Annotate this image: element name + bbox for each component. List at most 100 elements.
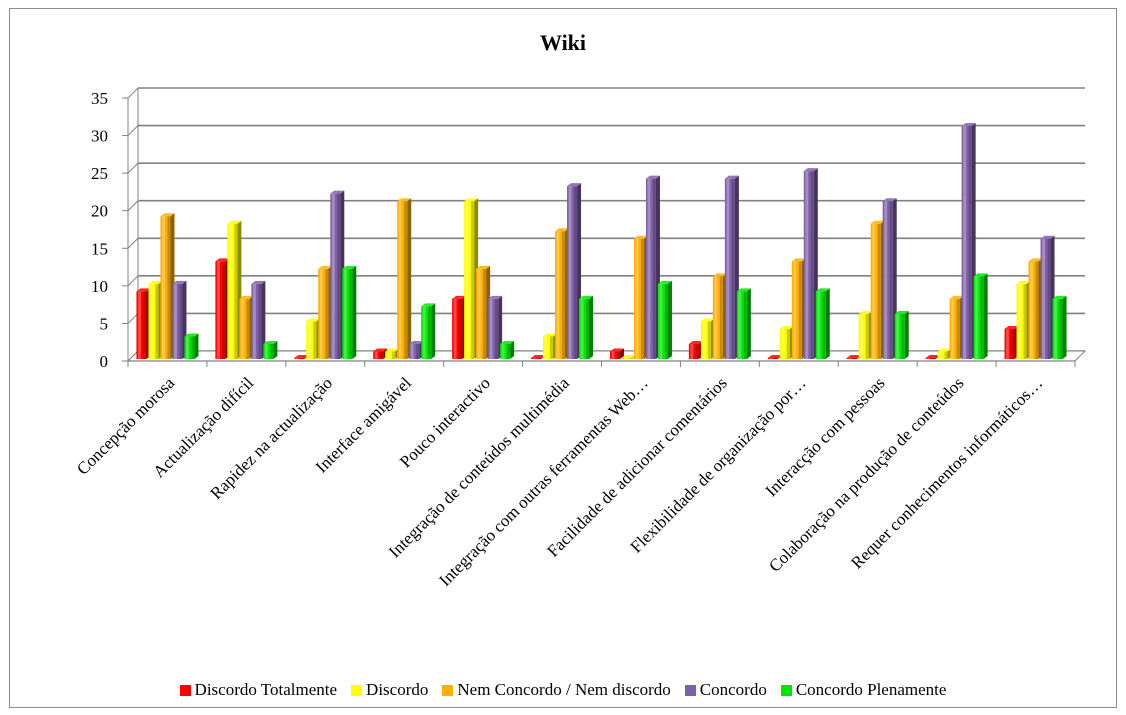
bar-shadow <box>731 178 735 359</box>
bar-shadow <box>1035 261 1039 359</box>
bar-highlight <box>161 216 165 359</box>
bar <box>657 283 668 359</box>
bar-shadow <box>586 298 590 359</box>
bar-shadow <box>707 321 711 359</box>
bar-top <box>961 123 976 127</box>
bar-top <box>688 340 703 344</box>
bar <box>949 298 960 359</box>
bar <box>464 201 475 359</box>
bar-top <box>846 355 861 358</box>
bar <box>531 358 542 359</box>
bar <box>385 351 396 359</box>
bar-shadow <box>337 193 341 359</box>
bar-top <box>870 220 885 224</box>
bar-highlight <box>659 283 663 359</box>
bar-side <box>510 340 515 359</box>
bar-highlight <box>477 268 481 359</box>
bar <box>421 306 432 359</box>
legend: Discordo Totalmente Discordo Nem Concordo … <box>0 680 1126 700</box>
bar-highlight <box>173 283 177 359</box>
bar-highlight <box>1030 261 1034 359</box>
bar <box>409 343 420 359</box>
bar <box>961 126 972 359</box>
legend-label: Nem Concordo / Nem discordo <box>457 680 671 699</box>
bar <box>1040 238 1051 359</box>
legend-label: Discordo Totalmente <box>194 680 338 699</box>
bar-side <box>746 288 751 359</box>
bar-top <box>779 325 794 329</box>
legend-swatch <box>442 684 454 696</box>
bar-highlight <box>611 351 615 359</box>
bar-side <box>619 348 624 359</box>
bar-highlight <box>1006 328 1010 359</box>
bar-highlight <box>489 298 493 359</box>
bar-shadow <box>956 298 960 359</box>
gridline-side <box>127 313 139 324</box>
gridline-side <box>127 87 139 99</box>
legend-label: Discordo <box>366 680 429 699</box>
bar-highlight <box>410 343 414 359</box>
legend-swatch <box>684 684 696 696</box>
bar <box>342 268 353 359</box>
bar-top <box>385 348 400 352</box>
bar-shadow <box>222 261 226 359</box>
bar-highlight <box>817 291 821 359</box>
bar-top <box>700 318 715 322</box>
bar <box>227 223 238 359</box>
bar-highlight <box>544 336 548 359</box>
bar-highlight <box>939 351 943 359</box>
bar-shadow <box>495 298 499 359</box>
bar-shadow <box>695 343 699 359</box>
bar <box>251 283 262 359</box>
legend-swatch <box>351 684 363 696</box>
bar-shadow <box>719 276 723 359</box>
bar-highlight <box>690 343 694 359</box>
bar-highlight <box>307 321 311 359</box>
bar-shadow <box>179 283 183 359</box>
bar-shadow <box>538 358 542 359</box>
bar-highlight <box>386 351 390 359</box>
bar-top <box>227 220 242 224</box>
bar-shadow <box>1059 298 1063 359</box>
bar-highlight <box>331 193 335 359</box>
bar-shadow <box>877 223 881 359</box>
bar <box>894 313 905 359</box>
bar-highlight <box>580 298 584 359</box>
gridline-side <box>127 125 139 136</box>
bar-highlight <box>501 343 505 359</box>
bar-top <box>712 273 727 277</box>
bar-side <box>667 280 672 359</box>
bar <box>645 178 656 359</box>
bar-shadow <box>246 298 250 359</box>
bar-highlight <box>635 238 639 359</box>
bar-top <box>136 288 151 292</box>
bar-highlight <box>422 306 426 359</box>
bar-highlight <box>769 358 773 359</box>
bar-top <box>409 340 424 344</box>
bar-highlight <box>240 298 244 359</box>
bar-shadow <box>853 358 857 359</box>
bar <box>870 223 881 359</box>
bar-highlight <box>252 283 256 359</box>
bar-highlight <box>927 358 931 359</box>
bar-highlight <box>860 313 864 359</box>
bar <box>791 261 802 359</box>
chart-title: Wiki <box>539 30 587 55</box>
bar-shadow <box>392 351 396 359</box>
bar-highlight <box>295 358 299 359</box>
bar-highlight <box>1042 238 1046 359</box>
bar <box>882 201 893 359</box>
bar <box>973 276 984 359</box>
bar-shadow <box>810 171 814 359</box>
bar-shadow <box>1023 283 1027 359</box>
bar <box>555 231 566 359</box>
bar-shadow <box>313 321 317 359</box>
bar-shadow <box>1011 328 1015 359</box>
bar-top <box>791 258 806 262</box>
bar-top <box>1028 258 1043 262</box>
bar-highlight <box>793 261 797 359</box>
bar-highlight <box>848 358 852 359</box>
bar-shadow <box>380 351 384 359</box>
bar-top <box>609 348 624 352</box>
